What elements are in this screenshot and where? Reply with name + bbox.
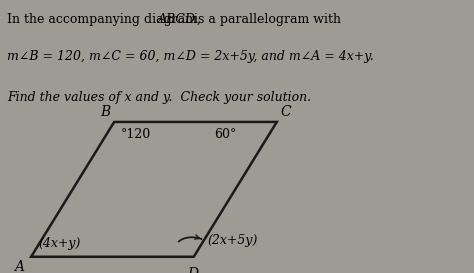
Text: (2x+5y): (2x+5y)	[208, 234, 258, 247]
Text: Find the values of x and y.  Check your solution.: Find the values of x and y. Check your s…	[7, 91, 311, 104]
Text: A: A	[14, 260, 24, 273]
Text: is a parallelogram with: is a parallelogram with	[190, 13, 341, 26]
Text: 60°: 60°	[215, 128, 237, 141]
Text: B: B	[100, 105, 110, 119]
Text: ABCD: ABCD	[158, 13, 196, 26]
Text: (4x+y): (4x+y)	[38, 237, 81, 250]
Text: °120: °120	[121, 128, 151, 141]
Text: D: D	[187, 266, 198, 273]
Text: m∠B = 120, m∠C = 60, m∠D = 2x+5y, and m∠A = 4x+y.: m∠B = 120, m∠C = 60, m∠D = 2x+5y, and m∠…	[7, 50, 374, 63]
Text: In the accompanying diagram,: In the accompanying diagram,	[7, 13, 205, 26]
Text: C: C	[280, 105, 291, 119]
